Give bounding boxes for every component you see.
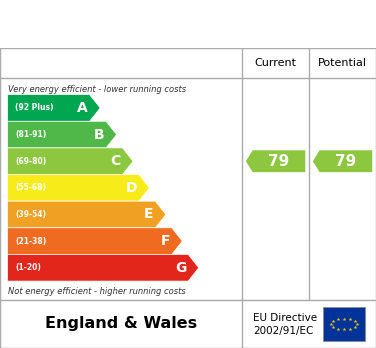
Polygon shape: [246, 150, 305, 172]
Text: E: E: [144, 207, 153, 221]
Text: F: F: [161, 234, 170, 248]
Text: G: G: [175, 261, 186, 275]
Polygon shape: [313, 150, 372, 172]
Text: (55-68): (55-68): [15, 183, 46, 192]
Polygon shape: [8, 148, 133, 175]
Text: Current: Current: [255, 58, 297, 68]
Text: D: D: [126, 181, 137, 195]
Text: EU Directive: EU Directive: [253, 313, 318, 323]
Polygon shape: [8, 201, 166, 228]
Text: Very energy efficient - lower running costs: Very energy efficient - lower running co…: [8, 85, 186, 94]
Text: (21-38): (21-38): [15, 237, 46, 246]
Polygon shape: [8, 254, 199, 281]
Text: England & Wales: England & Wales: [45, 316, 197, 332]
Text: B: B: [94, 128, 104, 142]
Text: C: C: [110, 154, 121, 168]
Text: (39-54): (39-54): [15, 210, 46, 219]
Polygon shape: [8, 175, 149, 201]
Text: (81-91): (81-91): [15, 130, 46, 139]
Polygon shape: [8, 121, 117, 148]
Text: (1-20): (1-20): [15, 263, 41, 272]
Text: 79: 79: [335, 154, 356, 169]
Text: (69-80): (69-80): [15, 157, 46, 166]
Text: Energy Efficiency Rating: Energy Efficiency Rating: [64, 15, 312, 33]
Polygon shape: [8, 95, 100, 121]
Text: Not energy efficient - higher running costs: Not energy efficient - higher running co…: [8, 287, 185, 296]
Polygon shape: [8, 228, 182, 254]
Text: 2002/91/EC: 2002/91/EC: [253, 326, 314, 336]
Text: (92 Plus): (92 Plus): [15, 103, 53, 112]
Text: Potential: Potential: [318, 58, 367, 68]
Bar: [323, 307, 365, 341]
Text: 79: 79: [268, 154, 290, 169]
Text: A: A: [77, 101, 88, 115]
